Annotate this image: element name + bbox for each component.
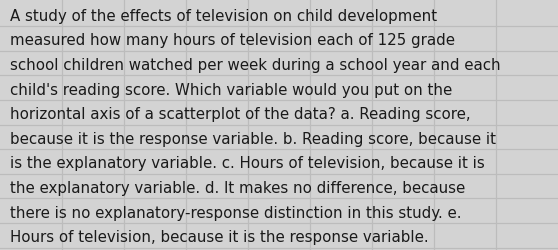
Text: the explanatory variable. d. It makes no difference, because: the explanatory variable. d. It makes no…	[10, 180, 465, 195]
Text: horizontal axis of a scatterplot of the data? a. Reading score,: horizontal axis of a scatterplot of the …	[10, 107, 470, 122]
Text: measured how many hours of television each of 125 grade: measured how many hours of television ea…	[10, 33, 455, 48]
Text: A study of the effects of television on child development: A study of the effects of television on …	[10, 9, 437, 24]
Text: is the explanatory variable. c. Hours of television, because it is: is the explanatory variable. c. Hours of…	[10, 156, 485, 171]
Text: because it is the response variable. b. Reading score, because it: because it is the response variable. b. …	[10, 131, 496, 146]
Text: child's reading score. Which variable would you put on the: child's reading score. Which variable wo…	[10, 82, 453, 97]
Text: Hours of television, because it is the response variable.: Hours of television, because it is the r…	[10, 229, 429, 244]
Text: school children watched per week during a school year and each: school children watched per week during …	[10, 58, 501, 73]
Text: there is no explanatory-response distinction in this study. e.: there is no explanatory-response distinc…	[10, 205, 461, 220]
